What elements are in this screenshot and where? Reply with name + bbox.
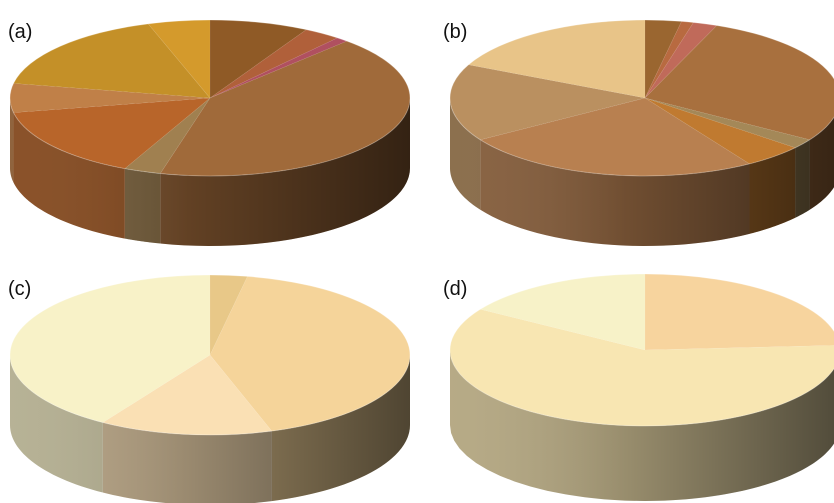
pie-rim [9, 19, 411, 177]
pie-side-shading [10, 355, 410, 503]
pie-slice [644, 97, 811, 149]
pie-slice [644, 19, 682, 99]
pie-slice [13, 97, 211, 169]
pie-slice [644, 273, 834, 351]
pie-slice [467, 19, 646, 99]
pie-panel-b: (b) [443, 19, 834, 246]
pie-slice [479, 97, 751, 177]
pie-slice [159, 40, 411, 177]
panel-label-a: (a) [8, 21, 32, 43]
pie-slice [479, 273, 646, 351]
pie-panel-d: (d) [443, 273, 834, 501]
pie-slice [147, 19, 211, 99]
pie-slice [209, 276, 411, 432]
pie-side-shading [450, 350, 834, 501]
pie-slice [644, 97, 797, 165]
pie-slice [13, 23, 211, 99]
pie-rim [449, 19, 834, 177]
pie-panel-a: (a) [8, 19, 411, 246]
pie-slice [449, 308, 834, 427]
panel-label-b: (b) [443, 21, 467, 43]
pie-panel-c: (c) [8, 274, 411, 503]
pie-slice [449, 64, 646, 141]
pie-slice [644, 25, 834, 141]
pie-slice [209, 19, 308, 99]
pie-slice [209, 29, 339, 99]
pie-rim [449, 273, 834, 427]
pie-side-shading [10, 98, 410, 246]
pie-slice [644, 22, 718, 99]
pie-slice [9, 274, 211, 423]
pie-slice [102, 354, 273, 436]
pie-side-shading [450, 98, 834, 246]
pie-slice [124, 97, 211, 174]
pie-rim [9, 274, 411, 436]
pie-slice [644, 21, 695, 99]
pie-slice [209, 37, 348, 99]
panel-label-d: (d) [443, 278, 467, 300]
pie-slice [9, 83, 211, 113]
panel-label-c: (c) [8, 278, 31, 300]
pie-slice [209, 274, 248, 356]
